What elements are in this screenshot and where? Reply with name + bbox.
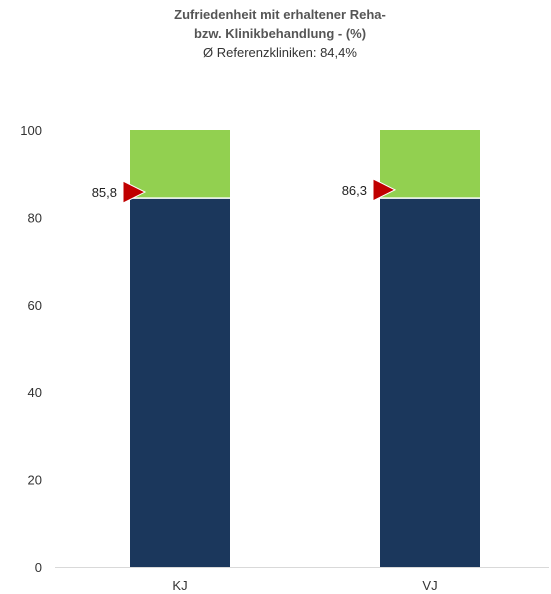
y-tick-label: 100 (20, 123, 42, 138)
chart-title-line2: bzw. Klinikbehandlung - (%) (194, 26, 366, 41)
marker-triangle (122, 180, 147, 204)
x-tick-label: VJ (422, 578, 437, 593)
bar-segment-base (130, 198, 230, 567)
bar-segment-base (380, 198, 480, 567)
chart-title-line1: Zufriedenheit mit erhaltener Reha- (174, 7, 386, 22)
y-tick-label: 80 (28, 210, 42, 225)
marker-value-label: 85,8 (92, 185, 117, 200)
marker-value-label: 86,3 (342, 183, 367, 198)
chart-subtitle: Ø Referenzkliniken: 84,4% (203, 45, 357, 60)
y-tick-label: 0 (35, 560, 42, 575)
y-tick-label: 60 (28, 298, 42, 313)
bar-segment-top (380, 130, 480, 199)
bar-segment-top (130, 130, 230, 199)
marker-triangle (372, 178, 397, 202)
x-tick-label: KJ (172, 578, 187, 593)
plot-area: 0 20 40 60 80 100 KJ VJ 85,8 86,3 (20, 123, 549, 593)
y-tick-label: 20 (28, 473, 42, 488)
y-tick-label: 40 (28, 385, 42, 400)
